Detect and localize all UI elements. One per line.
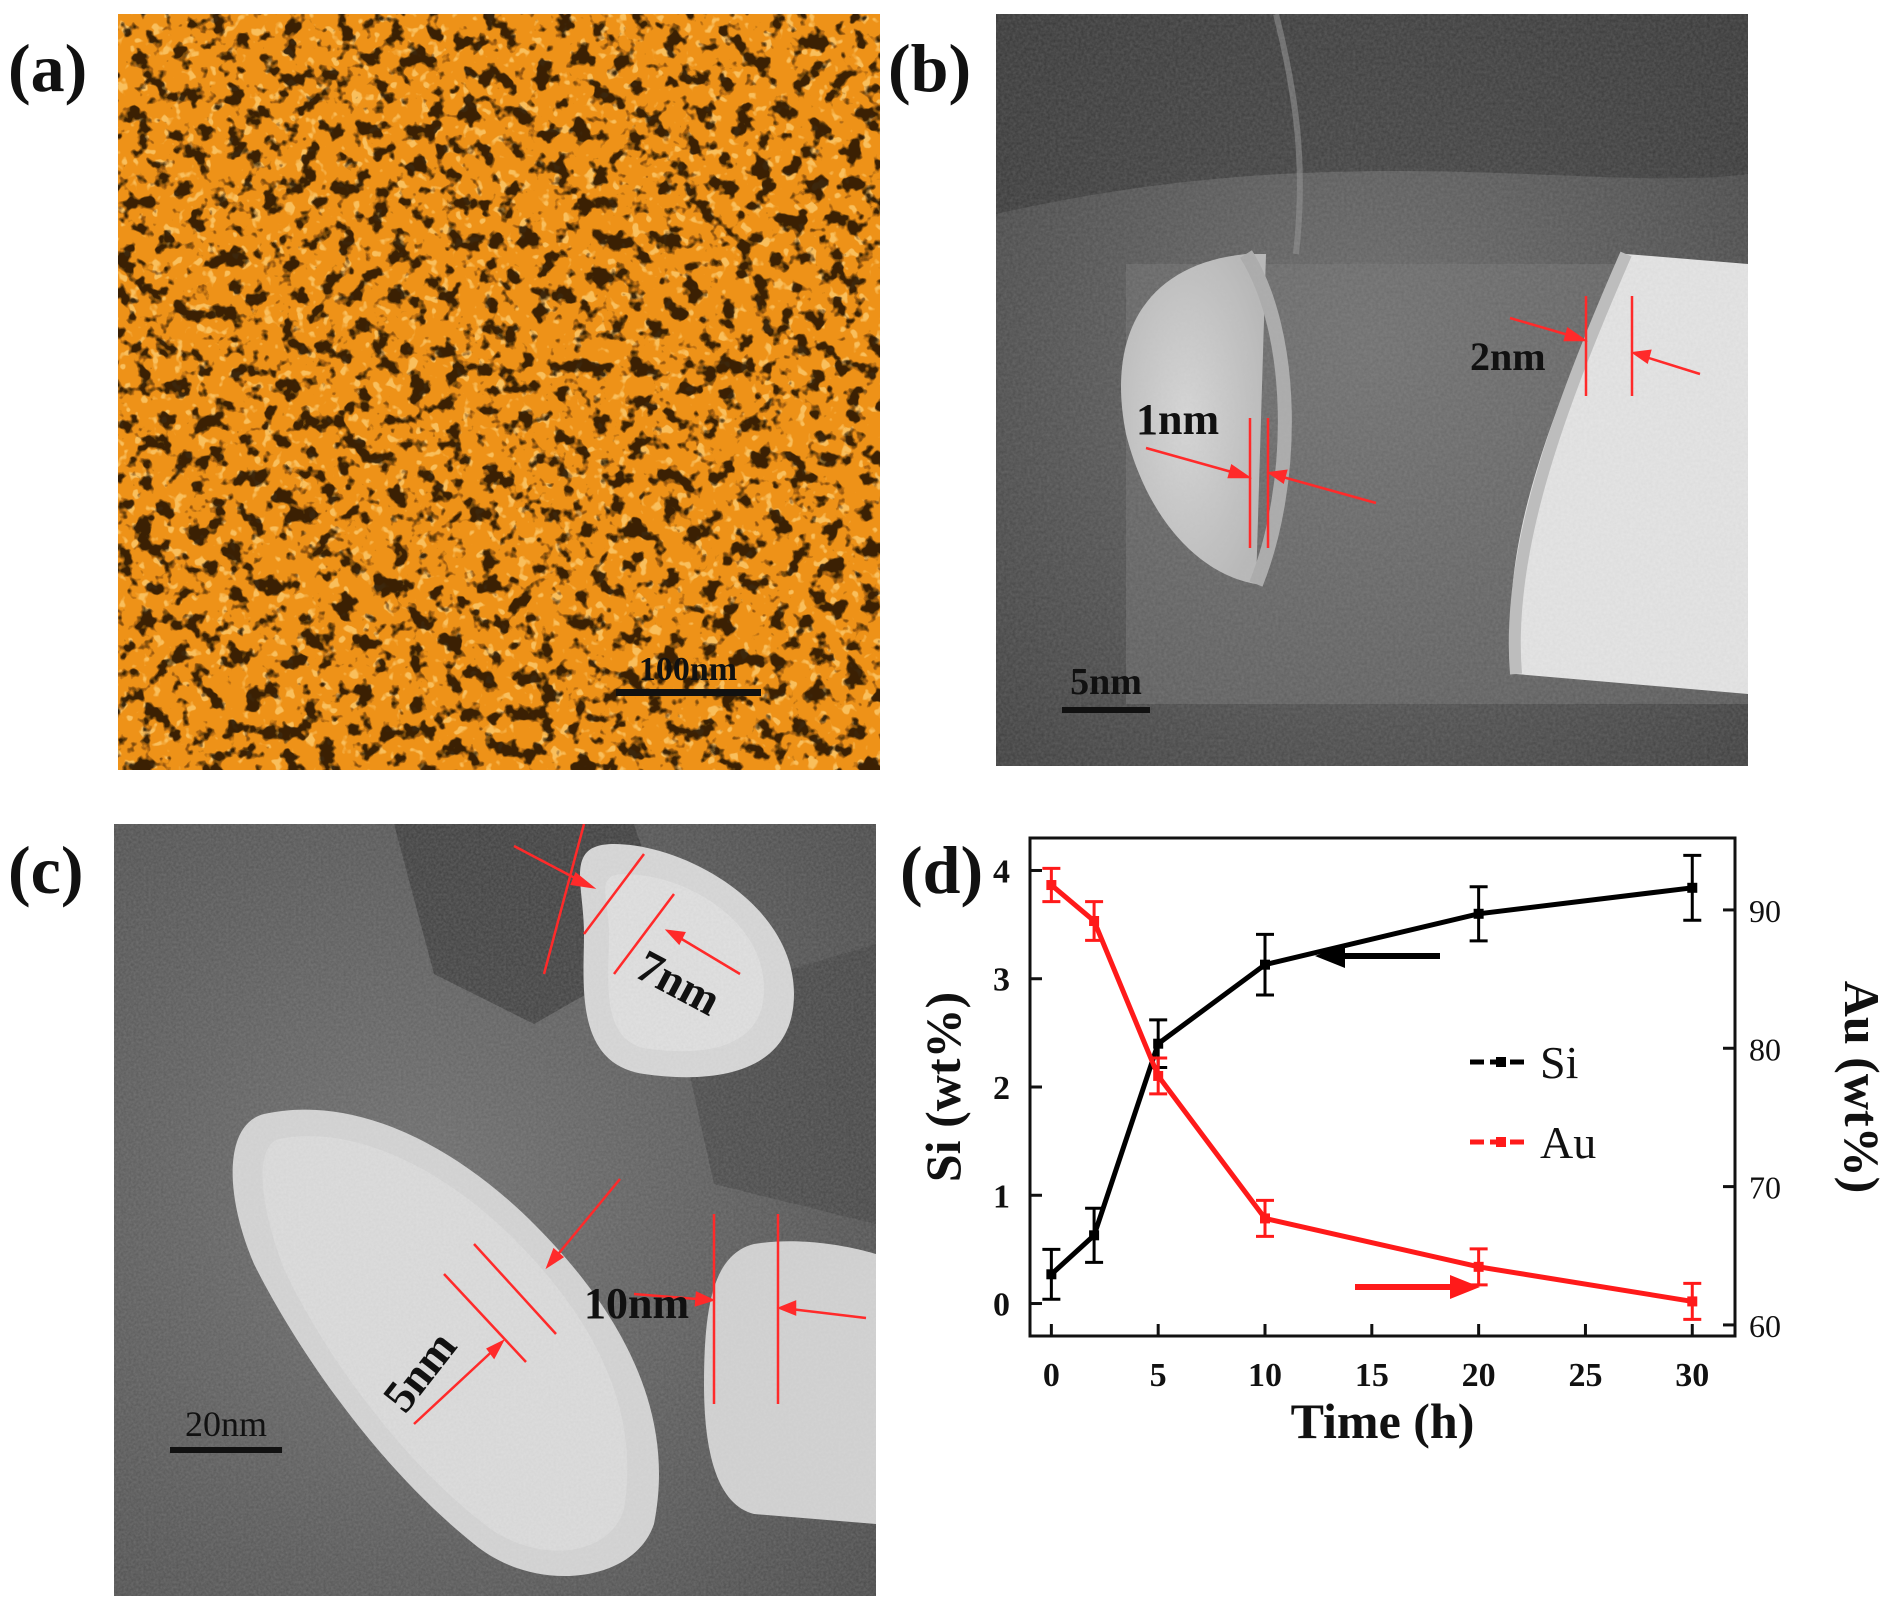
series-si-point	[1687, 882, 1698, 893]
panel-b-label: (b)	[888, 30, 972, 106]
thickness-marker-1nm	[1145, 418, 1377, 548]
series-au-point	[1153, 1070, 1164, 1081]
plot-frame	[1028, 836, 1737, 1338]
legend-au-label: Au	[1540, 1117, 1596, 1168]
series-au-point	[1260, 1213, 1270, 1224]
y-right-tick-label: 70	[1749, 1170, 1781, 1206]
panel-b-image: 1nm 2nm 5nm	[996, 14, 1748, 766]
panel-c-label: (c)	[8, 832, 84, 908]
x-tick-label: 0	[1043, 1357, 1060, 1394]
annotation-1nm: 1nm	[1136, 395, 1219, 444]
panel-a-label: (a)	[8, 30, 88, 106]
series-au-point	[1089, 916, 1100, 926]
series-si-point	[1046, 1269, 1057, 1280]
x-tick-label: 30	[1675, 1357, 1709, 1394]
series-au-point	[1046, 880, 1057, 891]
panel-d-label: (d)	[900, 832, 984, 908]
arrow-right-head	[1450, 1275, 1480, 1299]
x-tick-label: 25	[1568, 1357, 1602, 1394]
scale-bar-b-label: 5nm	[1070, 661, 1142, 703]
y-right-tick-label: 60	[1749, 1308, 1781, 1344]
x-tick-label: 10	[1248, 1357, 1282, 1394]
arrow-left-head	[1315, 944, 1345, 968]
x-tick-label: 20	[1462, 1357, 1496, 1394]
series-au-point	[1687, 1296, 1698, 1307]
x-axis-label: Time (h)	[1291, 1393, 1475, 1449]
scale-bar-a-label: 100nm	[639, 651, 737, 688]
legend-si-marker	[1496, 1057, 1506, 1067]
legend-si-label: Si	[1540, 1037, 1578, 1088]
annotation-2nm: 2nm	[1470, 334, 1546, 379]
y-right-tick-label: 80	[1749, 1031, 1781, 1067]
y-left-tick-label: 3	[993, 962, 1010, 999]
y-right-axis-label: Au (wt%)	[1834, 981, 1885, 1193]
panel-c-image: 7nm 5nm 10nm 20nm	[114, 824, 876, 1596]
panel-d-chart: 0 5 10 15 20 25 30 0 1 2 3 4 60 70 80 90 Time (h) Si (wt%…	[915, 836, 1885, 1449]
thickness-marker-7nm	[513, 824, 741, 976]
y-left-tick-label: 4	[993, 853, 1010, 890]
thickness-marker-10nm	[633, 1214, 867, 1404]
series-au-line	[1049, 883, 1693, 1304]
series-si-point	[1260, 959, 1270, 970]
y-left-axis-label: Si (wt%)	[915, 992, 971, 1182]
series-au-point	[1473, 1261, 1484, 1272]
series-si-point	[1089, 1230, 1100, 1241]
y-left-tick-label: 2	[993, 1070, 1010, 1107]
series-si-point	[1473, 908, 1484, 919]
series-si-point	[1153, 1038, 1164, 1049]
y-left-tick-label: 1	[993, 1178, 1010, 1215]
scale-bar-c	[170, 1447, 282, 1453]
panel-a-image: 100nm	[118, 14, 880, 770]
series-si-line	[1049, 885, 1693, 1277]
y-left-tick-label: 0	[993, 1287, 1010, 1324]
scale-bar-c-label: 20nm	[185, 1404, 267, 1444]
thickness-marker-2nm	[1509, 296, 1701, 396]
y-right-tick-label: 90	[1749, 893, 1781, 929]
thickness-marker-5nm	[413, 1178, 621, 1425]
annotation-10nm: 10nm	[584, 1279, 689, 1328]
scale-bar-a	[616, 689, 761, 696]
legend-au-marker	[1496, 1137, 1506, 1147]
scale-bar-b	[1062, 707, 1150, 713]
x-tick-label: 5	[1150, 1357, 1167, 1394]
x-tick-label: 15	[1355, 1357, 1389, 1394]
